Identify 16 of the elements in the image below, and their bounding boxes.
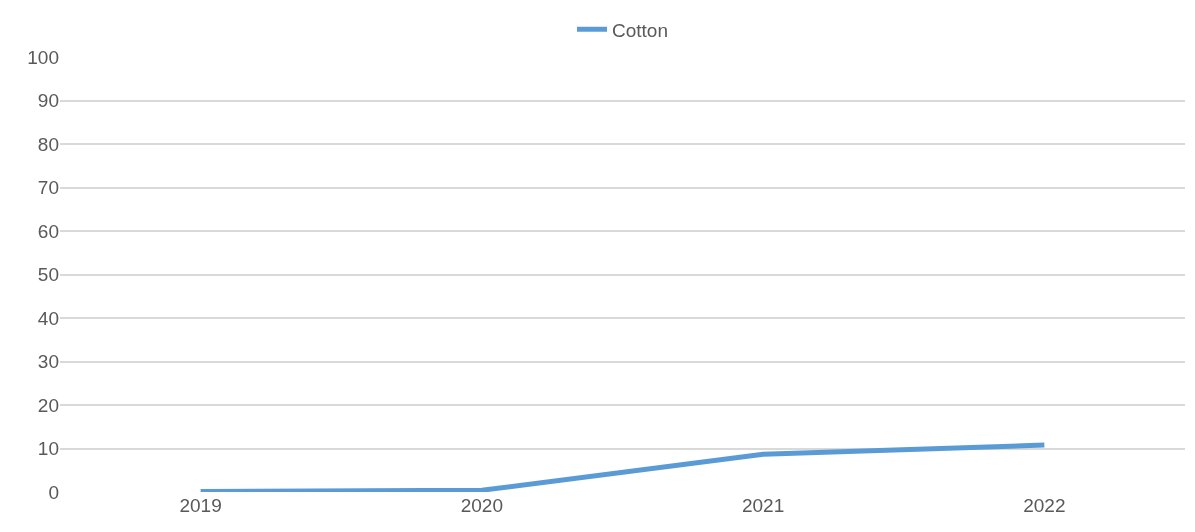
y-tick-label: 60: [37, 220, 59, 242]
x-tick-label: 2020: [460, 495, 504, 516]
y-tick-label: 0: [48, 481, 59, 503]
y-tick-label: 50: [37, 264, 59, 286]
y-tick-label: 80: [37, 133, 59, 155]
y-tick-label: 40: [37, 307, 59, 329]
x-tick-label: 2019: [179, 495, 222, 516]
y-tick-label: 100: [27, 46, 59, 68]
y-tick-label: 30: [37, 351, 59, 373]
x-tick-label: 2022: [1023, 495, 1066, 516]
y-tick-label: 10: [37, 438, 59, 460]
x-tick-label: 2021: [741, 495, 785, 516]
legend-label: Cotton: [612, 19, 668, 41]
y-tick-label: 90: [37, 90, 59, 112]
y-tick-label: 70: [37, 177, 59, 199]
y-tick-label: 20: [37, 394, 59, 416]
